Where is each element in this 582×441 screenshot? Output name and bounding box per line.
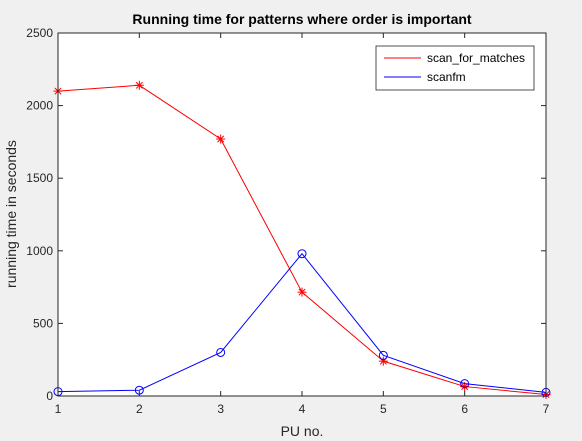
y-tick-label-3: 1500 (26, 171, 53, 185)
point-scanfm-3 (297, 249, 307, 259)
ticks-layer: 1 2 3 4 5 6 7 0 500 1000 1500 2000 2500 (26, 26, 549, 416)
point-scan-for-matches-3 (297, 287, 307, 297)
point-scan-for-matches-1 (134, 80, 144, 90)
y-tick-label-4: 2000 (26, 99, 53, 113)
legend-box (375, 45, 535, 91)
y-tick-label-1: 500 (33, 316, 53, 330)
x-tick-label-5: 6 (461, 402, 468, 416)
x-tick-label-2: 3 (217, 402, 224, 416)
legend: scan_for_matches scanfm (375, 45, 535, 91)
series-layer (53, 80, 551, 400)
plot-area (58, 33, 546, 396)
x-tick-label-1: 2 (136, 402, 143, 416)
y-tick-label-2: 1000 (26, 244, 53, 258)
x-tick-label-6: 7 (543, 402, 550, 416)
legend-label-scanfm: scanfm (427, 70, 466, 84)
legend-label-scan-for-matches: scan_for_matches (427, 51, 525, 65)
point-scanfm-4 (378, 350, 388, 360)
y-tick-label-0: 0 (46, 389, 53, 403)
x-tick-label-3: 4 (299, 402, 306, 416)
y-tick-label-5: 2500 (26, 26, 53, 40)
point-scanfm-2 (216, 347, 226, 357)
point-scanfm-5 (460, 379, 470, 389)
y-axis-label: running time in seconds (3, 140, 19, 288)
x-axis-label: PU no. (281, 423, 324, 439)
point-scanfm-1 (134, 385, 144, 395)
chart-title: Running time for patterns where order is… (132, 11, 471, 27)
point-scan-for-matches-2 (216, 134, 226, 144)
x-tick-label-4: 5 (380, 402, 387, 416)
x-tick-label-0: 1 (55, 402, 62, 416)
series-line-scanfm (57, 252, 547, 393)
plot-frame (57, 32, 547, 397)
